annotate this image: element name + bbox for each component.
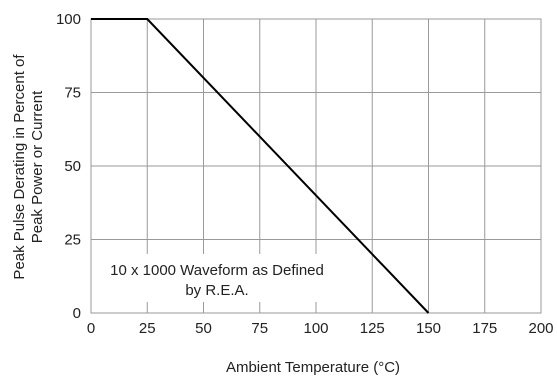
- x-tick-label-100: 100: [303, 320, 328, 337]
- y-tick-label-50: 50: [64, 158, 81, 175]
- y-tick-label-100: 100: [56, 11, 81, 28]
- y-tick-label-0: 0: [73, 305, 81, 322]
- tick-labels: 0 25 50 75 100 125 150 175 200 0 25 50 75 100: [56, 11, 554, 337]
- x-tick-label-0: 0: [87, 320, 95, 337]
- y-tick-label-25: 25: [64, 232, 81, 249]
- derating-curve-0: [91, 18, 430, 314]
- x-tick-label-200: 200: [528, 320, 553, 337]
- x-tick-label-175: 175: [472, 320, 497, 337]
- annotation-box: [94, 254, 340, 302]
- x-tick-label-150: 150: [416, 320, 441, 337]
- annotation-line-2: by R.E.A.: [185, 282, 248, 299]
- grid-layer: [90, 18, 542, 314]
- y-axis-title-line-1: Peak Pulse Derating in Percent of: [11, 54, 28, 280]
- x-axis-title: Ambient Temperature (°C): [226, 359, 400, 376]
- x-tick-label-50: 50: [195, 320, 212, 337]
- series-layer: [91, 18, 430, 314]
- x-tick-label-125: 125: [360, 320, 385, 337]
- y-axis-title-line-2: Peak Power or Current: [29, 90, 46, 243]
- x-tick-label-75: 75: [251, 320, 268, 337]
- x-tick-label-25: 25: [139, 320, 156, 337]
- plot-frame: [90, 18, 542, 314]
- annotation-line-1: 10 x 1000 Waveform as Defined: [110, 262, 324, 279]
- y-tick-label-75: 75: [64, 85, 81, 102]
